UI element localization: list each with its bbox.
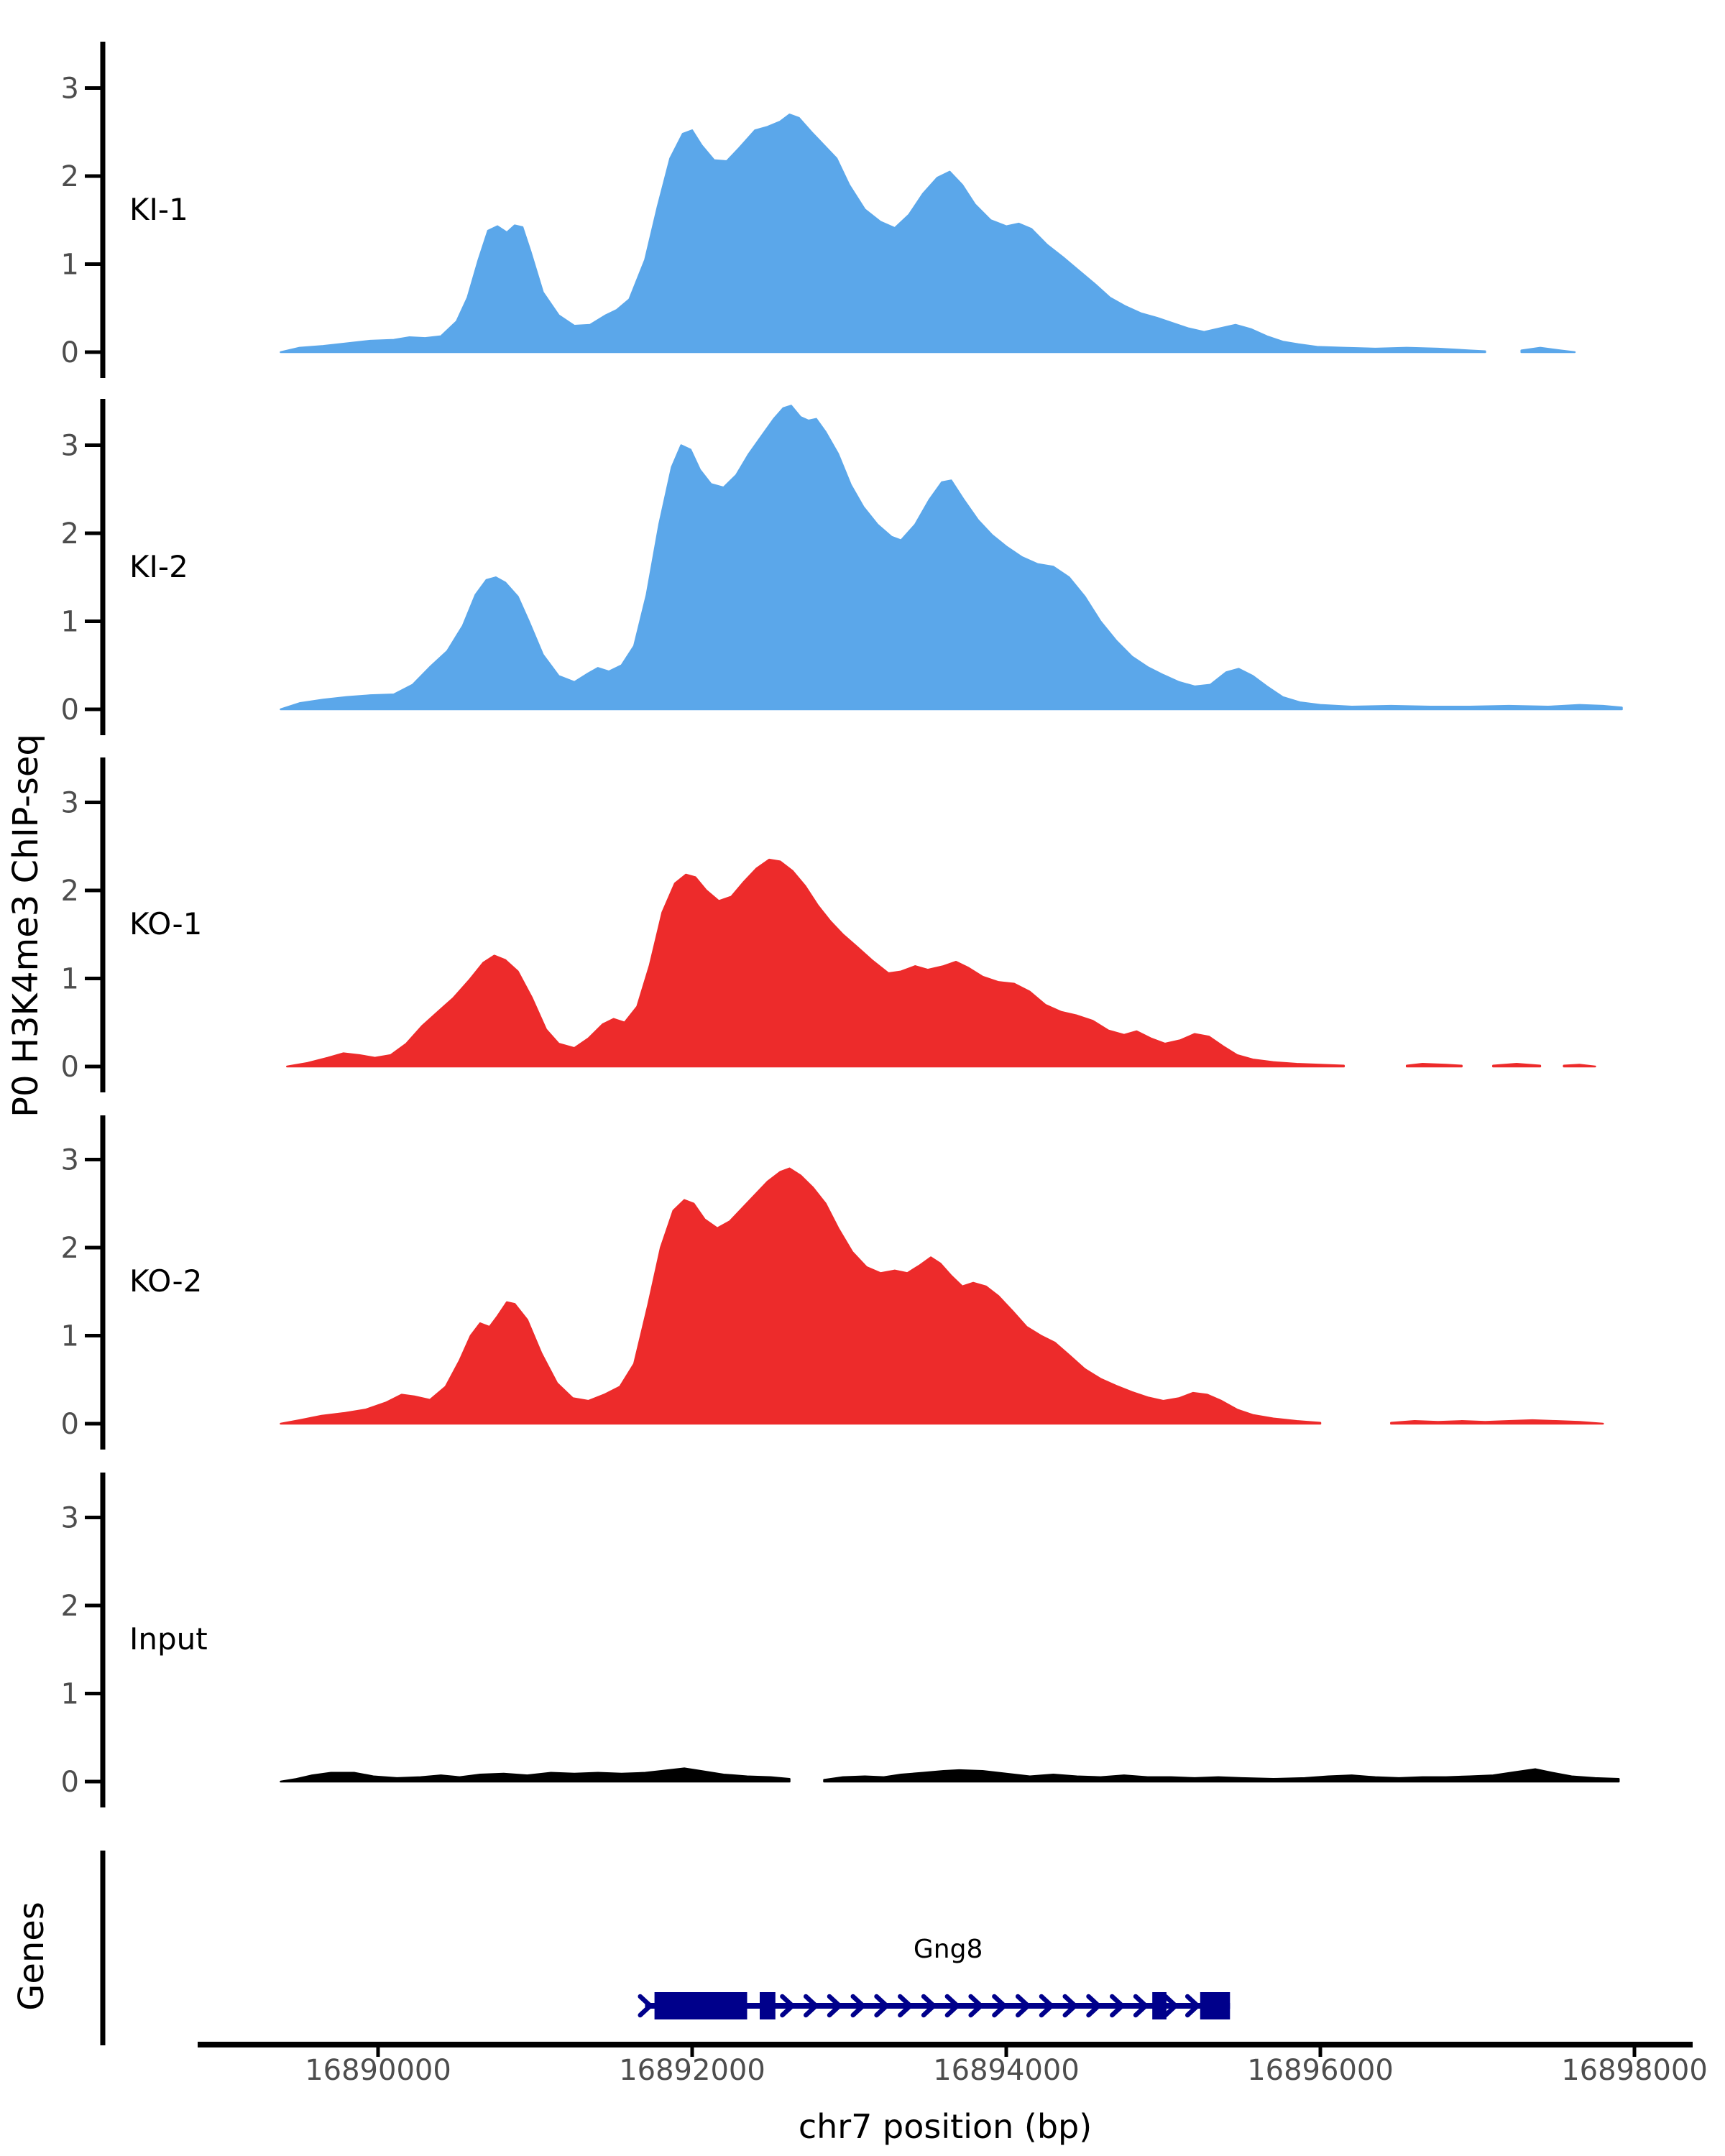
track-area-ko-1 — [1563, 1064, 1596, 1068]
track-area-ko-1 — [286, 858, 1346, 1068]
track-area-ko-1 — [1405, 1063, 1463, 1068]
y-tick-label: 2 — [61, 160, 79, 193]
gene-strand-arrow-icon — [1015, 1994, 1031, 2018]
track-label-input: Input — [129, 1621, 208, 1657]
y-tick-label: 3 — [61, 73, 79, 106]
y-tick-label: 0 — [61, 336, 79, 369]
gene-strand-arrow-icon — [1086, 1994, 1101, 2018]
track-label-ko-2: KO-2 — [129, 1263, 202, 1299]
y-tick-label: 0 — [61, 1051, 79, 1084]
gene-strand-arrow-icon — [921, 1994, 937, 2018]
y-tick-label: 1 — [61, 249, 79, 282]
track-label-ko-1: KO-1 — [129, 906, 202, 941]
gene-strand-arrow-icon — [944, 1994, 960, 2018]
x-tick-label: 16892000 — [619, 2054, 765, 2087]
track-area-ko-1 — [1492, 1063, 1542, 1068]
x-tick-label: 16898000 — [1561, 2054, 1708, 2087]
gene-strand-arrow-icon — [1163, 1994, 1178, 2018]
track-area-input — [823, 1768, 1620, 1783]
y-tick-label: 2 — [61, 1590, 79, 1623]
y-tick-label: 2 — [61, 875, 79, 908]
track-area-ko-2 — [1390, 1419, 1604, 1425]
gene-exon — [1200, 1992, 1230, 2019]
gene-exon — [654, 1992, 748, 2019]
gene-strand-arrow-icon — [780, 1994, 795, 2018]
track-area-input — [280, 1767, 791, 1783]
gene-strand-arrow-icon — [1039, 1994, 1054, 2018]
gene-name-label: Gng8 — [914, 1935, 983, 1964]
gene-strand-arrow-icon — [638, 1994, 653, 2018]
gene-strand-arrow-icon — [1062, 1994, 1078, 2018]
gene-strand-arrow-icon — [827, 1994, 842, 2018]
track-area-ki-1 — [1520, 346, 1576, 354]
y-tick-label: 1 — [61, 963, 79, 996]
y-tick-label: 0 — [61, 1408, 79, 1441]
track-label-ki-2: KI-2 — [129, 549, 188, 584]
y-tick-label: 2 — [61, 517, 79, 550]
gene-strand-arrow-icon — [850, 1994, 866, 2018]
gene-strand-arrow-icon — [1133, 1994, 1149, 2018]
x-tick-label: 16894000 — [933, 2054, 1080, 2087]
gene-strand-arrow-icon — [898, 1994, 913, 2018]
gene-strand-arrow-icon — [992, 1994, 1007, 2018]
x-tick-label: 16896000 — [1247, 2054, 1394, 2087]
y-tick-label: 3 — [61, 1144, 79, 1177]
y-tick-label: 3 — [61, 430, 79, 463]
gene-strand-arrow-icon — [968, 1994, 983, 2018]
y-axis-title: P0 H3K4me3 ChIP-seq — [6, 734, 46, 1118]
y-tick-label: 0 — [61, 1766, 79, 1799]
y-tick-label: 1 — [61, 1320, 79, 1353]
track-area-ki-2 — [280, 405, 1623, 711]
track-area-ko-2 — [280, 1167, 1322, 1425]
gene-strand-arrow-icon — [1110, 1994, 1125, 2018]
y-tick-label: 2 — [61, 1232, 79, 1265]
y-tick-label: 3 — [61, 1502, 79, 1535]
x-tick-label: 16890000 — [305, 2054, 451, 2087]
y-tick-label: 1 — [61, 1678, 79, 1711]
x-axis-title: chr7 position (bp) — [799, 2107, 1092, 2146]
gene-exon — [760, 1992, 776, 2019]
track-area-ki-1 — [280, 114, 1486, 354]
track-label-ki-1: KI-1 — [129, 192, 188, 227]
genes-panel-label: Genes — [12, 1902, 52, 2011]
y-tick-label: 0 — [61, 694, 79, 727]
gene-strand-arrow-icon — [874, 1994, 889, 2018]
gene-strand-arrow-icon — [1184, 1994, 1200, 2018]
gene-exon — [1152, 1992, 1167, 2019]
y-tick-label: 3 — [61, 787, 79, 820]
gene-strand-arrow-icon — [803, 1994, 819, 2018]
y-tick-label: 1 — [61, 606, 79, 639]
